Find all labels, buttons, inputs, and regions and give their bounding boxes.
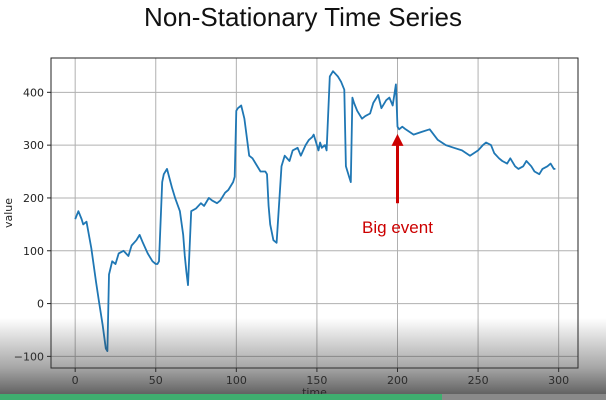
y-tick-label: 400 (23, 86, 44, 99)
y-tick-label: 100 (23, 245, 44, 258)
x-tick-label: 200 (387, 374, 408, 387)
x-tick-label: 50 (149, 374, 163, 387)
x-tick-label: 0 (72, 374, 79, 387)
video-progress-fill (0, 394, 443, 400)
x-tick-label: 300 (548, 374, 569, 387)
grid-layer (51, 58, 578, 368)
y-tick-label: 0 (37, 298, 44, 311)
y-axis-label: value (2, 198, 15, 228)
plot-frame (50, 57, 579, 369)
y-tick-labels: −100 0 100 200 300 400 (14, 86, 51, 363)
x-tick-label: 100 (226, 374, 247, 387)
x-tick-label: 250 (468, 374, 489, 387)
y-tick-label: 300 (23, 139, 44, 152)
series-layer (74, 70, 556, 353)
y-tick-label: −100 (14, 350, 44, 363)
annotation-label: Big event (362, 218, 433, 237)
x-tick-labels: 0 50 100 150 200 250 300 (72, 368, 569, 387)
slide-title: Non-Stationary Time Series (144, 2, 462, 32)
annotation-layer: Big event (362, 133, 433, 237)
video-progress-bar[interactable] (0, 394, 606, 400)
y-tick-label: 200 (23, 192, 44, 205)
series-line (74, 70, 556, 353)
